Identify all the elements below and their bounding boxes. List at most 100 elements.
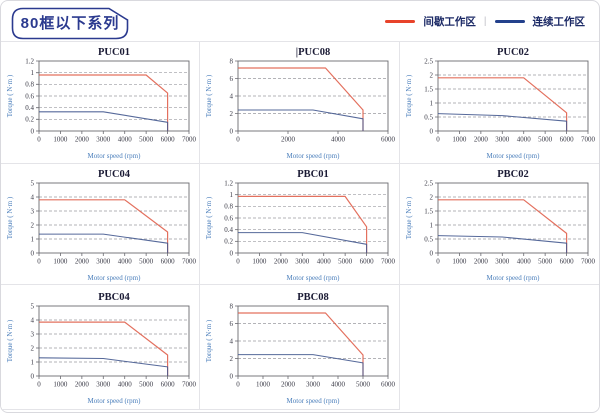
svg-text:1: 1	[31, 358, 35, 366]
svg-text:0: 0	[237, 136, 241, 144]
svg-text:6: 6	[230, 75, 234, 83]
svg-text:0: 0	[230, 249, 234, 257]
svg-text:6000: 6000	[560, 136, 575, 144]
svg-text:1000: 1000	[453, 136, 468, 144]
svg-text:PBC01: PBC01	[298, 169, 330, 180]
svg-text:3000: 3000	[96, 257, 111, 265]
chart-pbc08: 0 2 4 6 8 0 1000 2000 3000 4000 5000 6000 PBC08 Motor…	[205, 292, 396, 405]
svg-text:1: 1	[430, 221, 434, 229]
svg-text:1.2: 1.2	[25, 57, 34, 65]
chart-cell-puc04: 0 1 2 3 4 5 0 1000 2000 3000 4000 5000 6000 7000 PUC04…	[1, 164, 201, 285]
svg-text:Motor speed (rpm): Motor speed (rpm)	[88, 152, 142, 160]
intermittent-line-swatch	[385, 20, 416, 23]
svg-text:1000: 1000	[253, 257, 268, 265]
svg-text:2: 2	[230, 110, 234, 118]
svg-text:5: 5	[31, 179, 35, 187]
svg-text:0: 0	[37, 380, 41, 388]
svg-text:Motor speed (rpm): Motor speed (rpm)	[487, 152, 541, 160]
svg-text:0: 0	[230, 127, 234, 135]
svg-text:3000: 3000	[96, 136, 111, 144]
svg-text:PUC02: PUC02	[497, 47, 529, 58]
continuous-line-swatch	[494, 20, 525, 23]
svg-text:0.6: 0.6	[25, 92, 34, 100]
svg-text:6: 6	[230, 319, 234, 327]
legend-label-continuous: 连续工作区	[532, 16, 586, 28]
svg-text:0: 0	[31, 249, 35, 257]
chart-cell-puc08: 0 2 4 6 8 0 2000 4000 6000 |PUC08 Motor speed (rpm…	[200, 42, 400, 164]
badge-outline-shape	[11, 7, 129, 40]
svg-text:7000: 7000	[581, 257, 596, 265]
svg-text:0: 0	[31, 127, 35, 135]
svg-text:2.5: 2.5	[425, 57, 434, 65]
svg-text:4000: 4000	[331, 136, 346, 144]
svg-text:4: 4	[230, 337, 234, 345]
svg-text:6000: 6000	[161, 257, 176, 265]
svg-text:4: 4	[31, 193, 35, 201]
chart-cell-pbc01: 0 0.2 0.4 0.6 0.8 1 1.2 0 1000 2000 3000 4000 5000 60…	[200, 164, 400, 285]
svg-text:0: 0	[437, 257, 441, 265]
chart-pbc04: 0 1 2 3 4 5 0 1000 2000 3000 4000 5000 6000 7000 PBC04…	[6, 292, 197, 405]
svg-text:Torque ( N·m ): Torque ( N·m )	[6, 196, 14, 239]
svg-text:0: 0	[230, 372, 234, 380]
svg-text:4: 4	[31, 316, 35, 324]
svg-text:5: 5	[31, 302, 35, 310]
chart-puc01: 0 0.2 0.4 0.6 0.8 1 1.2 0 1000 2000 3000 4000 5000 60…	[6, 47, 197, 160]
svg-text:3: 3	[31, 330, 35, 338]
svg-text:Torque ( N·m ): Torque ( N·m )	[6, 319, 14, 362]
svg-text:0.8: 0.8	[25, 81, 34, 89]
svg-text:6000: 6000	[381, 136, 396, 144]
svg-text:7000: 7000	[381, 257, 396, 265]
svg-text:Motor speed (rpm): Motor speed (rpm)	[287, 397, 341, 405]
svg-text:5000: 5000	[139, 257, 154, 265]
svg-text:4000: 4000	[118, 257, 133, 265]
chart-cell-pbc08: 0 2 4 6 8 0 1000 2000 3000 4000 5000 6000 PBC08 Motor…	[200, 285, 400, 410]
legend-separator: |	[483, 16, 487, 27]
svg-text:Torque ( N·m ): Torque ( N·m )	[205, 74, 213, 117]
svg-text:0: 0	[37, 257, 41, 265]
chart-puc02: 0 0.5 1 1.5 2 2.5 0 1000 2000 3000 4000 5000 6000 700…	[405, 47, 596, 160]
svg-text:PUC01: PUC01	[98, 47, 130, 58]
svg-text:0: 0	[31, 372, 35, 380]
svg-text:2000: 2000	[281, 380, 296, 388]
svg-text:5000: 5000	[139, 380, 154, 388]
svg-text:0: 0	[430, 249, 434, 257]
svg-text:2000: 2000	[75, 136, 90, 144]
svg-text:5000: 5000	[139, 136, 154, 144]
svg-text:1000: 1000	[54, 257, 69, 265]
svg-text:6000: 6000	[381, 380, 396, 388]
svg-text:0.4: 0.4	[225, 226, 234, 234]
svg-text:1.5: 1.5	[425, 85, 434, 93]
svg-text:|PUC08: |PUC08	[296, 47, 330, 58]
svg-text:2000: 2000	[474, 257, 489, 265]
svg-text:2000: 2000	[281, 136, 296, 144]
svg-text:6000: 6000	[161, 136, 176, 144]
svg-text:3000: 3000	[306, 380, 321, 388]
svg-text:1: 1	[31, 235, 35, 243]
svg-text:4000: 4000	[517, 257, 532, 265]
svg-text:1: 1	[230, 191, 234, 199]
chart-puc04: 0 1 2 3 4 5 0 1000 2000 3000 4000 5000 6000 7000 PUC04…	[6, 169, 197, 282]
svg-text:1.2: 1.2	[225, 179, 234, 187]
svg-text:7000: 7000	[182, 380, 197, 388]
svg-text:0: 0	[37, 136, 41, 144]
svg-text:Torque ( N·m ): Torque ( N·m )	[205, 196, 213, 239]
svg-text:7000: 7000	[182, 257, 197, 265]
legend: 间歇工作区 | 连续工作区	[385, 14, 585, 29]
svg-text:0.6: 0.6	[225, 214, 234, 222]
svg-text:4000: 4000	[331, 380, 346, 388]
svg-text:2000: 2000	[75, 380, 90, 388]
svg-text:0.5: 0.5	[425, 235, 434, 243]
svg-text:1000: 1000	[256, 380, 271, 388]
svg-text:PBC08: PBC08	[298, 292, 330, 303]
svg-text:0.4: 0.4	[25, 104, 34, 112]
svg-text:Torque ( N·m ): Torque ( N·m )	[405, 196, 413, 239]
svg-text:7000: 7000	[182, 136, 197, 144]
svg-text:8: 8	[230, 57, 234, 65]
svg-text:0: 0	[237, 257, 241, 265]
series-badge: 80框以下系列	[11, 7, 129, 40]
svg-text:Motor speed (rpm): Motor speed (rpm)	[88, 274, 142, 282]
svg-text:2: 2	[31, 344, 35, 352]
svg-text:5000: 5000	[538, 136, 553, 144]
svg-text:8: 8	[230, 302, 234, 310]
